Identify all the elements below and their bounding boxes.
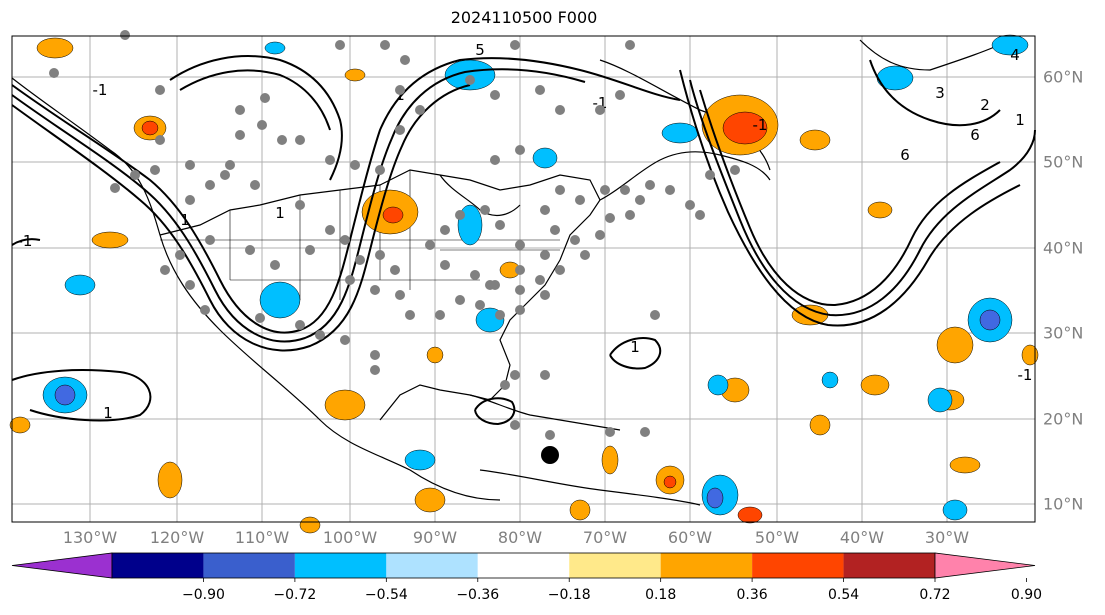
- storm-center-marker: [541, 446, 559, 464]
- colorbar-tick-label: −0.54: [364, 587, 408, 603]
- colorbar-tick-label: 0.18: [645, 587, 677, 603]
- colorbar-segment: [660, 553, 753, 578]
- map-frame: [12, 36, 1035, 522]
- contour-label: -1: [753, 116, 768, 134]
- longitude-label: 90°W: [412, 528, 458, 547]
- contour-label: 2: [980, 96, 990, 114]
- latitude-label: 20°N: [1043, 409, 1084, 429]
- colorbar-tick-label: 0.72: [919, 587, 951, 603]
- anomaly-shading: [9, 34, 1039, 534]
- latitude-label: 30°N: [1043, 323, 1084, 343]
- longitude-label: 120°W: [149, 528, 205, 547]
- colorbar-segment: [112, 553, 204, 578]
- colorbar-segment: [569, 553, 661, 578]
- longitude-label: 100°W: [322, 528, 378, 547]
- colorbar-tick-label: −0.72: [273, 587, 317, 603]
- contour-label: -1: [18, 232, 33, 250]
- colorbar-tick-label: 0.90: [1010, 587, 1043, 603]
- colorbar-segment: [386, 553, 478, 578]
- colorbar-tick-label: −0.36: [456, 587, 500, 603]
- contour-label: 1: [630, 338, 640, 356]
- colorbar-segment: [843, 553, 935, 578]
- longitude-label: 80°W: [497, 528, 543, 547]
- longitude-label: 50°W: [754, 528, 800, 547]
- colorbar-segment: [203, 553, 295, 578]
- colorbar-segment: [752, 553, 844, 578]
- colorbar-tick-label: 0.54: [827, 587, 860, 603]
- contour-label: 1: [180, 211, 190, 229]
- map-title: 2024110500 F000: [450, 8, 598, 27]
- colorbar: [11, 552, 1036, 582]
- colorbar-extend-high: [934, 552, 1036, 579]
- latitude-label: 60°N: [1043, 67, 1084, 87]
- contour-label: 4: [1010, 46, 1020, 64]
- colorbar-tick-label: −0.90: [181, 587, 225, 603]
- latitude-label: 10°N: [1043, 494, 1084, 514]
- contour-label: 6: [970, 126, 980, 144]
- contour-label: 1: [1015, 111, 1025, 129]
- coastlines: [11, 39, 1011, 506]
- colorbar-tick-label: −0.18: [547, 587, 591, 603]
- latitude-label: 50°N: [1043, 152, 1084, 172]
- colorbar-tick-label: 0.36: [736, 587, 768, 603]
- contour-label: 3: [935, 84, 945, 102]
- longitude-label: 130°W: [62, 528, 118, 547]
- longitude-label: 40°W: [839, 528, 885, 547]
- significance-dots: [49, 30, 740, 440]
- contour-labels: 111111234566-1-1-1-1-1: [18, 41, 1033, 422]
- colorbar-segment: [477, 553, 570, 578]
- longitude-label: 110°W: [234, 528, 290, 547]
- colorbar-segment: [294, 553, 387, 578]
- longitude-label: 30°W: [924, 528, 970, 547]
- map-border: [11, 35, 1036, 523]
- latitude-label: 40°N: [1043, 238, 1084, 258]
- colorbar-extend-low: [11, 552, 113, 579]
- contour-label: 1: [103, 404, 113, 422]
- contour-label: 5: [475, 41, 485, 59]
- contour-label: -1: [93, 81, 108, 99]
- contour-label: 1: [275, 204, 285, 222]
- longitude-label: 70°W: [582, 528, 628, 547]
- contour-label: 6: [900, 146, 910, 164]
- longitude-label: 60°W: [667, 528, 713, 547]
- contour-label: -1: [1018, 366, 1033, 384]
